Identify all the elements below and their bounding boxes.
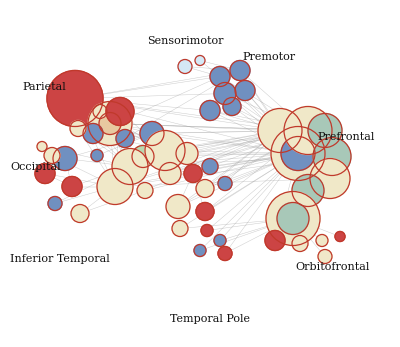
Circle shape bbox=[214, 83, 236, 104]
Circle shape bbox=[313, 137, 351, 176]
Circle shape bbox=[44, 147, 60, 163]
Circle shape bbox=[132, 145, 154, 168]
Circle shape bbox=[196, 203, 214, 220]
Circle shape bbox=[284, 107, 332, 154]
Text: Prefrontal: Prefrontal bbox=[318, 132, 375, 142]
Text: Temporal Pole: Temporal Pole bbox=[170, 313, 250, 323]
Circle shape bbox=[91, 150, 103, 161]
Circle shape bbox=[106, 98, 134, 126]
Circle shape bbox=[166, 195, 190, 219]
Circle shape bbox=[218, 246, 232, 261]
Circle shape bbox=[308, 113, 342, 147]
Circle shape bbox=[184, 164, 202, 183]
Circle shape bbox=[194, 245, 206, 256]
Circle shape bbox=[112, 149, 148, 185]
Circle shape bbox=[230, 60, 250, 81]
Circle shape bbox=[335, 231, 345, 242]
Circle shape bbox=[116, 129, 134, 147]
Circle shape bbox=[277, 203, 309, 235]
Text: Orbitofrontal: Orbitofrontal bbox=[296, 262, 370, 271]
Circle shape bbox=[172, 220, 188, 237]
Text: Premotor: Premotor bbox=[242, 51, 295, 61]
Circle shape bbox=[178, 59, 192, 74]
Circle shape bbox=[97, 169, 133, 204]
Text: Occipital: Occipital bbox=[10, 161, 61, 171]
Circle shape bbox=[200, 101, 220, 120]
Circle shape bbox=[88, 102, 132, 145]
Circle shape bbox=[318, 249, 332, 263]
Circle shape bbox=[316, 235, 328, 246]
Circle shape bbox=[235, 81, 255, 101]
Circle shape bbox=[140, 121, 164, 145]
Circle shape bbox=[48, 196, 62, 211]
Circle shape bbox=[145, 130, 185, 170]
Circle shape bbox=[310, 159, 350, 198]
Circle shape bbox=[265, 230, 285, 251]
Text: Inferior Temporal: Inferior Temporal bbox=[10, 254, 110, 263]
Circle shape bbox=[62, 177, 82, 196]
Circle shape bbox=[159, 162, 181, 185]
Circle shape bbox=[281, 136, 315, 170]
Circle shape bbox=[99, 112, 121, 135]
Circle shape bbox=[35, 163, 55, 184]
Circle shape bbox=[201, 225, 213, 237]
Circle shape bbox=[71, 204, 89, 222]
Circle shape bbox=[196, 179, 214, 197]
Circle shape bbox=[195, 56, 205, 66]
Circle shape bbox=[218, 177, 232, 191]
Circle shape bbox=[176, 143, 198, 164]
Circle shape bbox=[258, 109, 302, 152]
Circle shape bbox=[223, 98, 241, 116]
Circle shape bbox=[93, 104, 107, 118]
Circle shape bbox=[70, 120, 86, 136]
Circle shape bbox=[137, 183, 153, 198]
Circle shape bbox=[210, 67, 230, 86]
Text: Parietal: Parietal bbox=[22, 82, 66, 92]
Circle shape bbox=[214, 235, 226, 246]
Text: Sensorimotor: Sensorimotor bbox=[147, 36, 223, 46]
Circle shape bbox=[53, 146, 77, 170]
Circle shape bbox=[37, 142, 47, 152]
Circle shape bbox=[47, 70, 103, 127]
Circle shape bbox=[202, 159, 218, 175]
Circle shape bbox=[266, 192, 320, 245]
Circle shape bbox=[271, 127, 325, 180]
Circle shape bbox=[83, 124, 103, 144]
Circle shape bbox=[292, 236, 308, 252]
Circle shape bbox=[292, 175, 324, 206]
